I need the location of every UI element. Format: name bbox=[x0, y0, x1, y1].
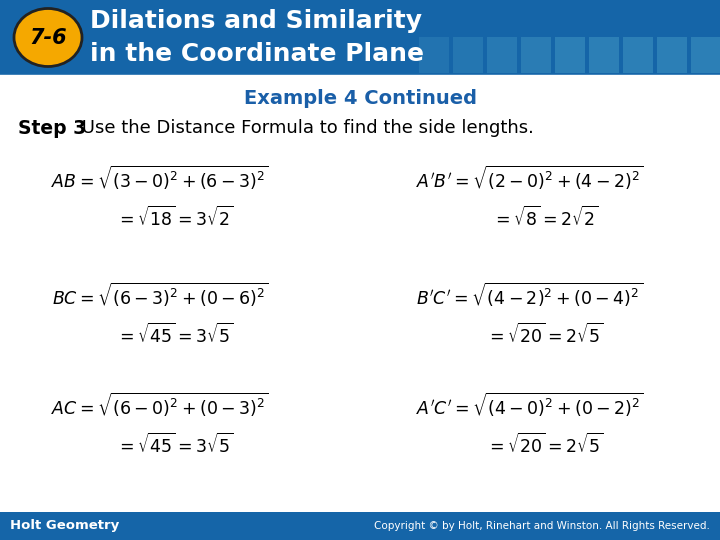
Text: $= \sqrt{45} = 3\sqrt{5}$: $= \sqrt{45} = 3\sqrt{5}$ bbox=[116, 323, 234, 347]
Text: $= \sqrt{20} = 2\sqrt{5}$: $= \sqrt{20} = 2\sqrt{5}$ bbox=[486, 323, 604, 347]
Text: $BC = \sqrt{(6-3)^{2}+(0-6)^{2}}$: $BC = \sqrt{(6-3)^{2}+(0-6)^{2}}$ bbox=[52, 281, 269, 309]
FancyBboxPatch shape bbox=[453, 37, 483, 49]
FancyBboxPatch shape bbox=[419, 49, 449, 61]
Text: Example 4 Continued: Example 4 Continued bbox=[243, 89, 477, 107]
FancyBboxPatch shape bbox=[521, 37, 551, 49]
FancyBboxPatch shape bbox=[521, 61, 551, 73]
Text: $B'C' = \sqrt{(4-2)^{2}+(0-4)^{2}}$: $B'C' = \sqrt{(4-2)^{2}+(0-4)^{2}}$ bbox=[416, 281, 644, 309]
FancyBboxPatch shape bbox=[487, 49, 517, 61]
FancyBboxPatch shape bbox=[657, 61, 687, 73]
Text: Use the Distance Formula to find the side lengths.: Use the Distance Formula to find the sid… bbox=[76, 119, 534, 137]
Text: $= \sqrt{8} = 2\sqrt{2}$: $= \sqrt{8} = 2\sqrt{2}$ bbox=[492, 206, 598, 230]
Text: $AB = \sqrt{(3-0)^{2}+(6-3)^{2}}$: $AB = \sqrt{(3-0)^{2}+(6-3)^{2}}$ bbox=[51, 164, 269, 192]
Text: Holt Geometry: Holt Geometry bbox=[10, 519, 120, 532]
Text: $A'C' = \sqrt{(4-0)^{2}+(0-2)^{2}}$: $A'C' = \sqrt{(4-0)^{2}+(0-2)^{2}}$ bbox=[416, 391, 644, 419]
FancyBboxPatch shape bbox=[623, 49, 653, 61]
Text: $A'B' = \sqrt{(2-0)^{2}+(4-2)^{2}}$: $A'B' = \sqrt{(2-0)^{2}+(4-2)^{2}}$ bbox=[416, 164, 644, 192]
FancyBboxPatch shape bbox=[555, 61, 585, 73]
FancyBboxPatch shape bbox=[691, 37, 720, 49]
FancyBboxPatch shape bbox=[419, 61, 449, 73]
Text: $AC = \sqrt{(6-0)^{2}+(0-3)^{2}}$: $AC = \sqrt{(6-0)^{2}+(0-3)^{2}}$ bbox=[51, 391, 269, 419]
FancyBboxPatch shape bbox=[453, 49, 483, 61]
Text: Copyright © by Holt, Rinehart and Winston. All Rights Reserved.: Copyright © by Holt, Rinehart and Winsto… bbox=[374, 521, 710, 531]
FancyBboxPatch shape bbox=[691, 49, 720, 61]
Text: 7-6: 7-6 bbox=[30, 28, 67, 48]
Bar bbox=[0, 0, 720, 75]
Text: in the Coordinate Plane: in the Coordinate Plane bbox=[90, 42, 424, 66]
FancyBboxPatch shape bbox=[589, 49, 619, 61]
FancyBboxPatch shape bbox=[657, 49, 687, 61]
Ellipse shape bbox=[14, 9, 82, 66]
FancyBboxPatch shape bbox=[487, 37, 517, 49]
Text: $= \sqrt{18} = 3\sqrt{2}$: $= \sqrt{18} = 3\sqrt{2}$ bbox=[116, 206, 234, 230]
FancyBboxPatch shape bbox=[589, 61, 619, 73]
FancyBboxPatch shape bbox=[657, 37, 687, 49]
FancyBboxPatch shape bbox=[691, 61, 720, 73]
Text: Step 3: Step 3 bbox=[18, 118, 86, 138]
Text: Dilations and Similarity: Dilations and Similarity bbox=[90, 9, 422, 33]
FancyBboxPatch shape bbox=[453, 61, 483, 73]
FancyBboxPatch shape bbox=[589, 37, 619, 49]
FancyBboxPatch shape bbox=[555, 37, 585, 49]
Bar bbox=[0, 512, 720, 540]
Text: $= \sqrt{45} = 3\sqrt{5}$: $= \sqrt{45} = 3\sqrt{5}$ bbox=[116, 433, 234, 457]
Text: $= \sqrt{20} = 2\sqrt{5}$: $= \sqrt{20} = 2\sqrt{5}$ bbox=[486, 433, 604, 457]
FancyBboxPatch shape bbox=[623, 37, 653, 49]
FancyBboxPatch shape bbox=[521, 49, 551, 61]
FancyBboxPatch shape bbox=[623, 61, 653, 73]
FancyBboxPatch shape bbox=[555, 49, 585, 61]
FancyBboxPatch shape bbox=[487, 61, 517, 73]
FancyBboxPatch shape bbox=[419, 37, 449, 49]
